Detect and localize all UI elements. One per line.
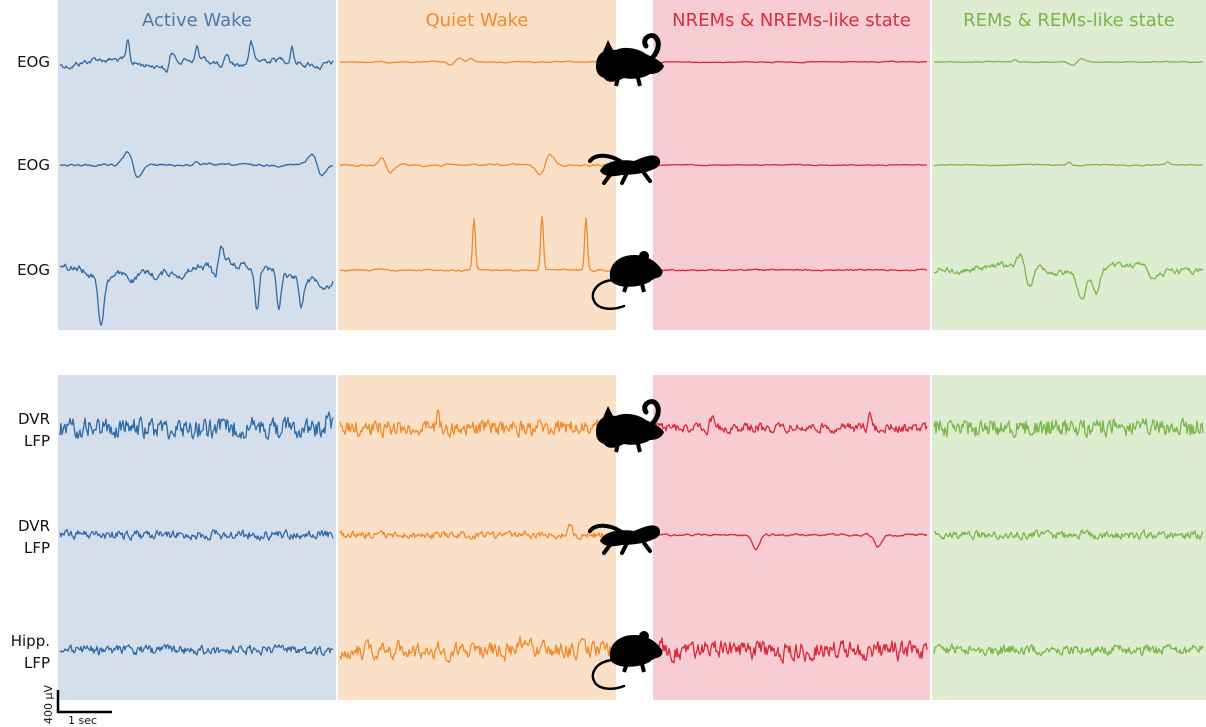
trace-row1-active_wake — [59, 38, 334, 73]
trace-row4-rem — [933, 417, 1204, 439]
trace-row4-nrem — [654, 411, 928, 436]
trace-row3-active_wake — [59, 245, 334, 326]
trace-row5-active_wake — [59, 528, 334, 542]
row-label-6: Hipp. LFP — [11, 632, 50, 672]
scale-bar — [56, 690, 112, 714]
header-rem: REMs & REMs-like state — [963, 10, 1175, 31]
scale-bar-amplitude: 400 µV — [42, 685, 55, 724]
trace-row1-quiet_wake — [340, 57, 614, 66]
trace-row1-nrem — [654, 60, 928, 64]
trace-row2-active_wake — [59, 151, 333, 179]
row-label-4: DVR LFP — [18, 410, 50, 450]
trace-row4-quiet_wake — [339, 409, 614, 439]
row-label-1: EOG — [17, 53, 50, 71]
trace-row6-active_wake — [59, 643, 334, 656]
trace-row6-rem — [933, 643, 1204, 657]
trace-row6-nrem — [654, 637, 928, 664]
trace-row2-quiet_wake — [339, 153, 614, 176]
header-quiet_wake: Quiet Wake — [426, 10, 529, 31]
row-label-5: DVR LFP — [18, 517, 50, 557]
trace-row5-nrem — [654, 532, 928, 551]
header-nrem: NREMs & NREMs-like state — [672, 10, 911, 31]
trace-row3-nrem — [654, 268, 928, 272]
trace-row2-nrem — [654, 163, 927, 167]
row-label-2: EOG — [17, 156, 50, 174]
trace-row3-rem — [933, 253, 1204, 300]
trace-row3-quiet_wake — [339, 215, 614, 273]
trace-row4-active_wake — [59, 411, 334, 440]
header-active_wake: Active Wake — [142, 10, 252, 31]
trace-row1-rem — [934, 58, 1204, 66]
trace-row5-quiet_wake — [339, 523, 614, 540]
trace-row6-quiet_wake — [339, 635, 614, 664]
trace-row5-rem — [933, 529, 1204, 541]
trace-row2-rem — [933, 161, 1204, 167]
row-label-3: EOG — [17, 261, 50, 279]
scale-bar-time: 1 sec — [68, 714, 97, 727]
